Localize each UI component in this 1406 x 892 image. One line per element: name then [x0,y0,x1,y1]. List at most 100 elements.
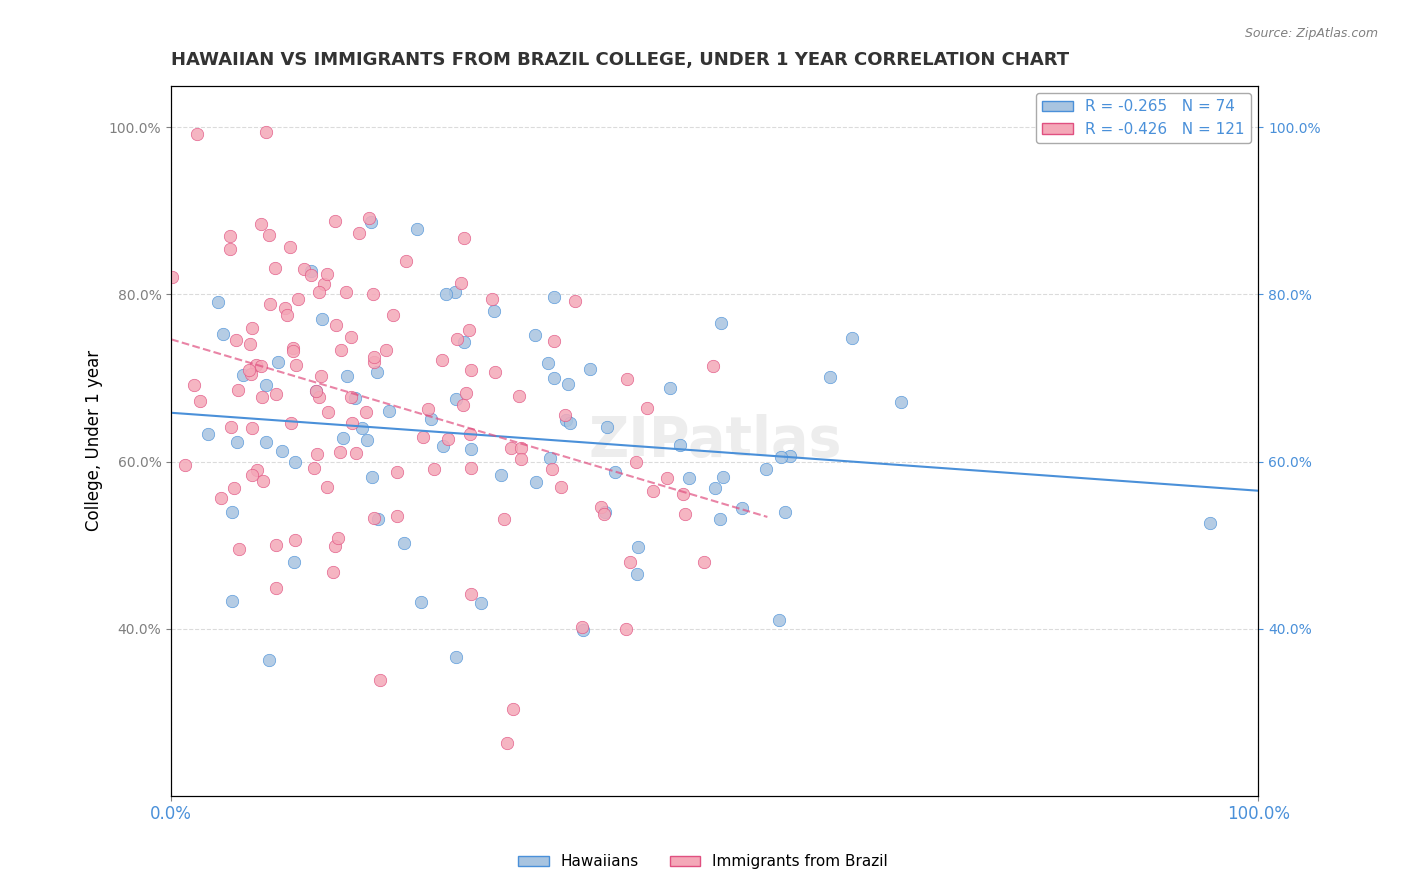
Immigrants from Brazil [540,461,562,475]
Hawaiians [420,412,443,426]
Immigrants from Brazil [299,268,322,282]
Hawaiians [444,285,467,299]
Immigrants from Brazil [278,240,301,254]
Hawaiians [820,370,842,384]
Hawaiians [254,435,277,450]
Hawaiians [755,462,778,476]
Immigrants from Brazil [450,276,472,290]
Immigrants from Brazil [510,441,533,455]
Immigrants from Brazil [308,285,330,300]
Hawaiians [572,623,595,637]
Immigrants from Brazil [363,355,385,369]
Immigrants from Brazil [219,229,242,244]
Immigrants from Brazil [238,336,260,351]
Immigrants from Brazil [592,507,614,521]
Hawaiians [254,377,277,392]
Hawaiians [221,594,243,608]
Hawaiians [434,286,457,301]
Immigrants from Brazil [188,394,211,409]
Immigrants from Brazil [357,211,380,225]
Legend: Hawaiians, Immigrants from Brazil: Hawaiians, Immigrants from Brazil [512,848,894,875]
Immigrants from Brazil [460,362,482,376]
Immigrants from Brazil [240,321,263,335]
Immigrants from Brazil [481,292,503,306]
Hawaiians [779,449,801,463]
Immigrants from Brazil [259,297,281,311]
Hawaiians [710,316,733,330]
Hawaiians [668,438,690,452]
Immigrants from Brazil [554,408,576,422]
Immigrants from Brazil [287,292,309,306]
Hawaiians [356,433,378,447]
Hawaiians [768,613,790,627]
Text: HAWAIIAN VS IMMIGRANTS FROM BRAZIL COLLEGE, UNDER 1 YEAR CORRELATION CHART: HAWAIIAN VS IMMIGRANTS FROM BRAZIL COLLE… [172,51,1070,69]
Immigrants from Brazil [460,461,482,475]
Immigrants from Brazil [496,736,519,750]
Hawaiians [557,377,579,392]
Immigrants from Brazil [280,416,302,430]
Hawaiians [770,450,793,464]
Hawaiians [524,475,547,489]
Immigrants from Brazil [281,344,304,359]
Hawaiians [453,335,475,350]
Hawaiians [709,512,731,526]
Hawaiians [271,443,294,458]
Immigrants from Brazil [394,253,416,268]
Hawaiians [283,555,305,569]
Immigrants from Brazil [591,500,613,514]
Immigrants from Brazil [702,359,724,373]
Immigrants from Brazil [543,334,565,349]
Text: ZIPatlas: ZIPatlas [588,414,842,467]
Immigrants from Brazil [340,390,363,404]
Hawaiians [212,327,235,342]
Immigrants from Brazil [274,301,297,315]
Immigrants from Brazil [174,458,197,472]
Immigrants from Brazil [430,353,453,368]
Hawaiians [1199,516,1222,531]
Immigrants from Brazil [616,371,638,385]
Immigrants from Brazil [484,365,506,379]
Immigrants from Brazil [614,622,637,636]
Immigrants from Brazil [315,268,337,282]
Hawaiians [332,431,354,445]
Immigrants from Brazil [325,539,347,553]
Immigrants from Brazil [453,231,475,245]
Immigrants from Brazil [225,333,247,347]
Immigrants from Brazil [315,480,337,494]
Immigrants from Brazil [347,226,370,240]
Hawaiians [360,215,382,229]
Immigrants from Brazil [385,466,408,480]
Immigrants from Brazil [330,343,353,357]
Immigrants from Brazil [508,389,530,403]
Hawaiians [555,413,578,427]
Immigrants from Brazil [284,358,307,372]
Hawaiians [626,566,648,581]
Immigrants from Brazil [312,277,335,292]
Immigrants from Brazil [363,510,385,524]
Immigrants from Brazil [344,446,367,460]
Immigrants from Brazil [368,673,391,687]
Hawaiians [225,435,247,450]
Immigrants from Brazil [228,541,250,556]
Hawaiians [197,426,219,441]
Immigrants from Brazil [329,445,352,459]
Immigrants from Brazil [326,532,349,546]
Hawaiians [627,540,650,554]
Hawaiians [578,362,600,376]
Immigrants from Brazil [460,586,482,600]
Immigrants from Brazil [641,484,664,499]
Immigrants from Brazil [186,127,208,141]
Hawaiians [367,512,389,526]
Immigrants from Brazil [655,471,678,485]
Hawaiians [311,312,333,326]
Hawaiians [411,594,433,608]
Immigrants from Brazil [264,582,287,596]
Immigrants from Brazil [222,481,245,495]
Hawaiians [537,356,560,370]
Hawaiians [593,505,616,519]
Immigrants from Brazil [264,261,287,276]
Immigrants from Brazil [304,461,326,475]
Legend: R = -0.265   N = 74, R = -0.426   N = 121: R = -0.265 N = 74, R = -0.426 N = 121 [1036,93,1251,143]
Immigrants from Brazil [624,455,647,469]
Hawaiians [731,501,754,516]
